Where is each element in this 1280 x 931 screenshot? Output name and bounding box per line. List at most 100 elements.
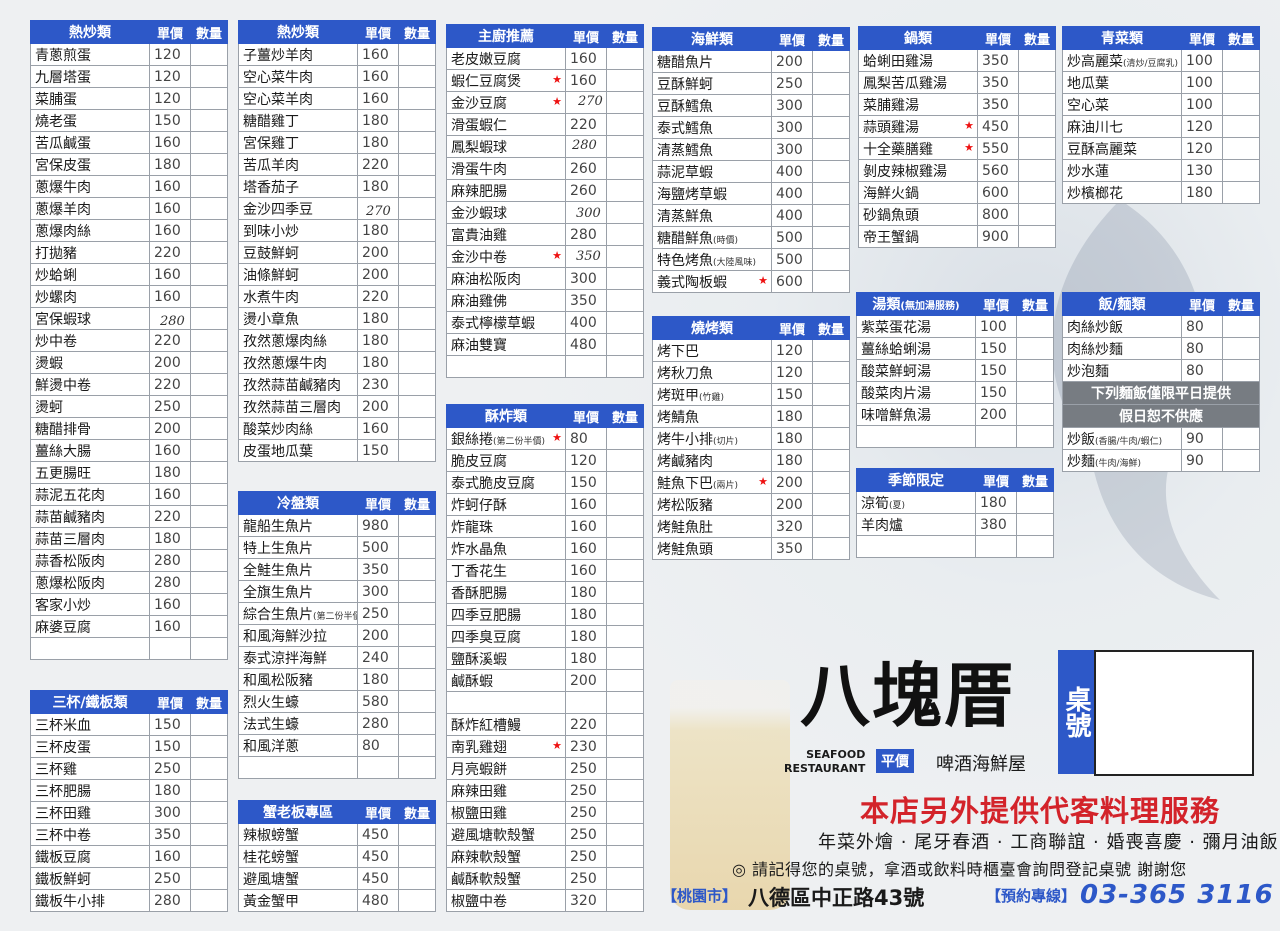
menu-item-row[interactable]: 特色烤魚(大陸風味) 500: [652, 248, 850, 271]
quantity-cell[interactable]: [606, 889, 644, 912]
menu-item-row[interactable]: 蒜頭雞湯 ★ 450: [858, 115, 1056, 138]
menu-item-row[interactable]: 糖醋鮮魚(時價) 500: [652, 226, 850, 249]
menu-item-row[interactable]: 鐵板鮮蚵 250: [30, 867, 228, 890]
quantity-cell[interactable]: [1016, 535, 1054, 558]
quantity-cell[interactable]: [398, 845, 436, 868]
menu-item-row[interactable]: 老皮嫩豆腐 160: [446, 47, 644, 70]
menu-item-row[interactable]: 燒老蛋 150: [30, 109, 228, 132]
menu-item-row[interactable]: 椒鹽中卷 320: [446, 889, 644, 912]
menu-item-row[interactable]: 油條鮮蚵 200: [238, 263, 436, 286]
quantity-cell[interactable]: [398, 329, 436, 352]
quantity-cell[interactable]: [1222, 427, 1260, 450]
quantity-cell[interactable]: [190, 109, 228, 132]
quantity-cell[interactable]: [190, 593, 228, 616]
menu-item-row[interactable]: 和風洋蔥 80: [238, 734, 436, 757]
menu-item-row[interactable]: 蒜苗三層肉 180: [30, 527, 228, 550]
menu-item-row[interactable]: 麻油川七 120: [1062, 115, 1260, 138]
quantity-cell[interactable]: [190, 373, 228, 396]
menu-item-row[interactable]: 全旗生魚片 300: [238, 580, 436, 603]
menu-item-row[interactable]: 金沙四季豆: [238, 197, 436, 220]
menu-item-row[interactable]: 泰式脆皮豆腐 150: [446, 471, 644, 494]
menu-item-row[interactable]: 燙蝦 200: [30, 351, 228, 374]
quantity-cell[interactable]: [606, 471, 644, 494]
menu-item-row[interactable]: [446, 691, 644, 714]
quantity-cell[interactable]: [1222, 337, 1260, 360]
quantity-cell[interactable]: [606, 867, 644, 890]
quantity-cell[interactable]: [190, 263, 228, 286]
quantity-cell[interactable]: [398, 580, 436, 603]
quantity-cell[interactable]: [190, 889, 228, 912]
menu-item-row[interactable]: 蔥爆松阪肉 280: [30, 571, 228, 594]
quantity-cell[interactable]: [398, 307, 436, 330]
quantity-cell[interactable]: [1222, 159, 1260, 182]
menu-item-row[interactable]: 鮮燙中卷 220: [30, 373, 228, 396]
menu-item-row[interactable]: 麻辣肥腸 260: [446, 179, 644, 202]
quantity-cell[interactable]: [812, 204, 850, 227]
quantity-cell[interactable]: [606, 845, 644, 868]
menu-item-row[interactable]: 月亮蝦餅 250: [446, 757, 644, 780]
quantity-cell[interactable]: [398, 823, 436, 846]
menu-item-row[interactable]: 麻油松阪肉 300: [446, 267, 644, 290]
quantity-cell[interactable]: [606, 713, 644, 736]
menu-item-row[interactable]: 蒜苗鹹豬肉 220: [30, 505, 228, 528]
menu-item-row[interactable]: 苦瓜羊肉 220: [238, 153, 436, 176]
quantity-cell[interactable]: [606, 135, 644, 158]
menu-item-row[interactable]: 南乳雞翅 ★ 230: [446, 735, 644, 758]
menu-item-row[interactable]: 鳳梨苦瓜雞湯 350: [858, 71, 1056, 94]
quantity-cell[interactable]: [606, 647, 644, 670]
menu-item-row[interactable]: [446, 355, 644, 378]
quantity-cell[interactable]: [812, 138, 850, 161]
menu-item-row[interactable]: 脆皮豆腐 120: [446, 449, 644, 472]
quantity-cell[interactable]: [190, 801, 228, 824]
menu-item-row[interactable]: 宮保皮蛋 180: [30, 153, 228, 176]
quantity-cell[interactable]: [398, 646, 436, 669]
quantity-cell[interactable]: [190, 845, 228, 868]
menu-item-row[interactable]: 到味小炒 180: [238, 219, 436, 242]
quantity-cell[interactable]: [812, 493, 850, 516]
quantity-cell[interactable]: [1016, 337, 1054, 360]
quantity-cell[interactable]: [398, 712, 436, 735]
menu-item-row[interactable]: [30, 637, 228, 660]
quantity-cell[interactable]: [398, 867, 436, 890]
quantity-cell[interactable]: [812, 94, 850, 117]
quantity-cell[interactable]: [812, 427, 850, 450]
menu-item-row[interactable]: 麻婆豆腐 160: [30, 615, 228, 638]
menu-item-row[interactable]: 椒鹽田雞 250: [446, 801, 644, 824]
menu-item-row[interactable]: 宮保蝦球: [30, 307, 228, 330]
table-number-box[interactable]: [1094, 650, 1254, 776]
quantity-cell[interactable]: [190, 241, 228, 264]
quantity-cell[interactable]: [190, 615, 228, 638]
quantity-cell[interactable]: [398, 889, 436, 912]
quantity-cell[interactable]: [812, 383, 850, 406]
menu-item-row[interactable]: 烈火生蠔 580: [238, 690, 436, 713]
menu-item-row[interactable]: 清蒸鮮魚 400: [652, 204, 850, 227]
menu-item-row[interactable]: 肉絲炒飯 80: [1062, 315, 1260, 338]
menu-item-row[interactable]: 炒檳榔花 180: [1062, 181, 1260, 204]
menu-item-row[interactable]: 滑蛋蝦仁 220: [446, 113, 644, 136]
quantity-cell[interactable]: [398, 351, 436, 374]
quantity-cell[interactable]: [606, 179, 644, 202]
quantity-cell[interactable]: [1018, 225, 1056, 248]
menu-item-row[interactable]: 剝皮辣椒雞湯 560: [858, 159, 1056, 182]
quantity-cell[interactable]: [812, 515, 850, 538]
menu-item-row[interactable]: 酥炸紅槽鰻 220: [446, 713, 644, 736]
quantity-cell[interactable]: [398, 43, 436, 66]
menu-item-row[interactable]: 地瓜葉 100: [1062, 71, 1260, 94]
quantity-cell[interactable]: [1016, 491, 1054, 514]
quantity-cell[interactable]: [190, 571, 228, 594]
menu-item-row[interactable]: 豆酥鱈魚 300: [652, 94, 850, 117]
quantity-cell[interactable]: [812, 405, 850, 428]
menu-item-row[interactable]: 涼筍(夏) 180: [856, 491, 1054, 514]
quantity-cell[interactable]: [606, 603, 644, 626]
quantity-cell[interactable]: [190, 713, 228, 736]
quantity-cell[interactable]: [190, 153, 228, 176]
menu-item-row[interactable]: [238, 756, 436, 779]
quantity-cell[interactable]: [398, 197, 436, 220]
menu-item-row[interactable]: 炒泡麵 80: [1062, 359, 1260, 382]
quantity-cell[interactable]: [398, 241, 436, 264]
quantity-cell[interactable]: [606, 559, 644, 582]
menu-item-row[interactable]: 蝦仁豆腐煲 ★ 160: [446, 69, 644, 92]
menu-item-row[interactable]: 炸水晶魚 160: [446, 537, 644, 560]
menu-item-row[interactable]: 鐵板豆腐 160: [30, 845, 228, 868]
menu-item-row[interactable]: 海鹽烤草蝦 400: [652, 182, 850, 205]
